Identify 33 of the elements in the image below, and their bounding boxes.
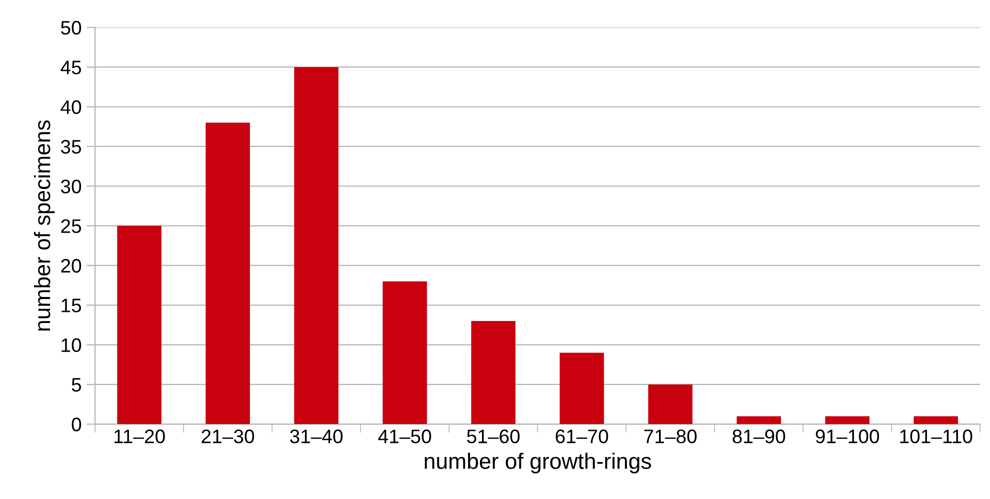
- bar: [117, 226, 162, 424]
- y-axis-title: number of specimens: [34, 120, 55, 331]
- bar: [294, 67, 338, 424]
- x-axis-title: number of growth-rings: [424, 452, 652, 474]
- bar: [825, 416, 870, 424]
- x-tick-label: 91–100: [816, 430, 880, 444]
- x-tick-label: 21–30: [202, 430, 254, 444]
- y-tick-label: 0: [72, 418, 82, 432]
- y-tick-label: 35: [60, 140, 82, 154]
- x-tick-label: 61–70: [556, 430, 608, 444]
- x-tick-label: 81–90: [732, 430, 786, 444]
- bar: [560, 352, 604, 424]
- y-tick-label: 5: [72, 378, 82, 392]
- x-tick-label: 101–110: [900, 430, 972, 444]
- bar: [648, 384, 692, 424]
- bar: [914, 416, 958, 424]
- y-tick-label: 25: [61, 219, 82, 234]
- y-tick-label: 40: [60, 100, 82, 114]
- bar: [736, 416, 781, 424]
- y-tick-label: 10: [62, 338, 82, 352]
- x-tick-label: 11–20: [114, 430, 165, 444]
- y-tick-label: 50: [60, 20, 82, 35]
- bar: [206, 122, 250, 424]
- y-tick-label: 15: [62, 298, 82, 312]
- bar: [382, 281, 427, 424]
- x-tick-label: 41–50: [378, 430, 432, 444]
- y-tick-label: 30: [60, 180, 82, 194]
- y-tick-label: 45: [60, 60, 82, 74]
- y-tick-label: 20: [61, 258, 82, 273]
- bar: [471, 321, 516, 424]
- x-tick-label: 51–60: [467, 430, 520, 444]
- x-tick-label: 71–80: [644, 430, 697, 444]
- x-tick-label: 31–40: [290, 430, 343, 444]
